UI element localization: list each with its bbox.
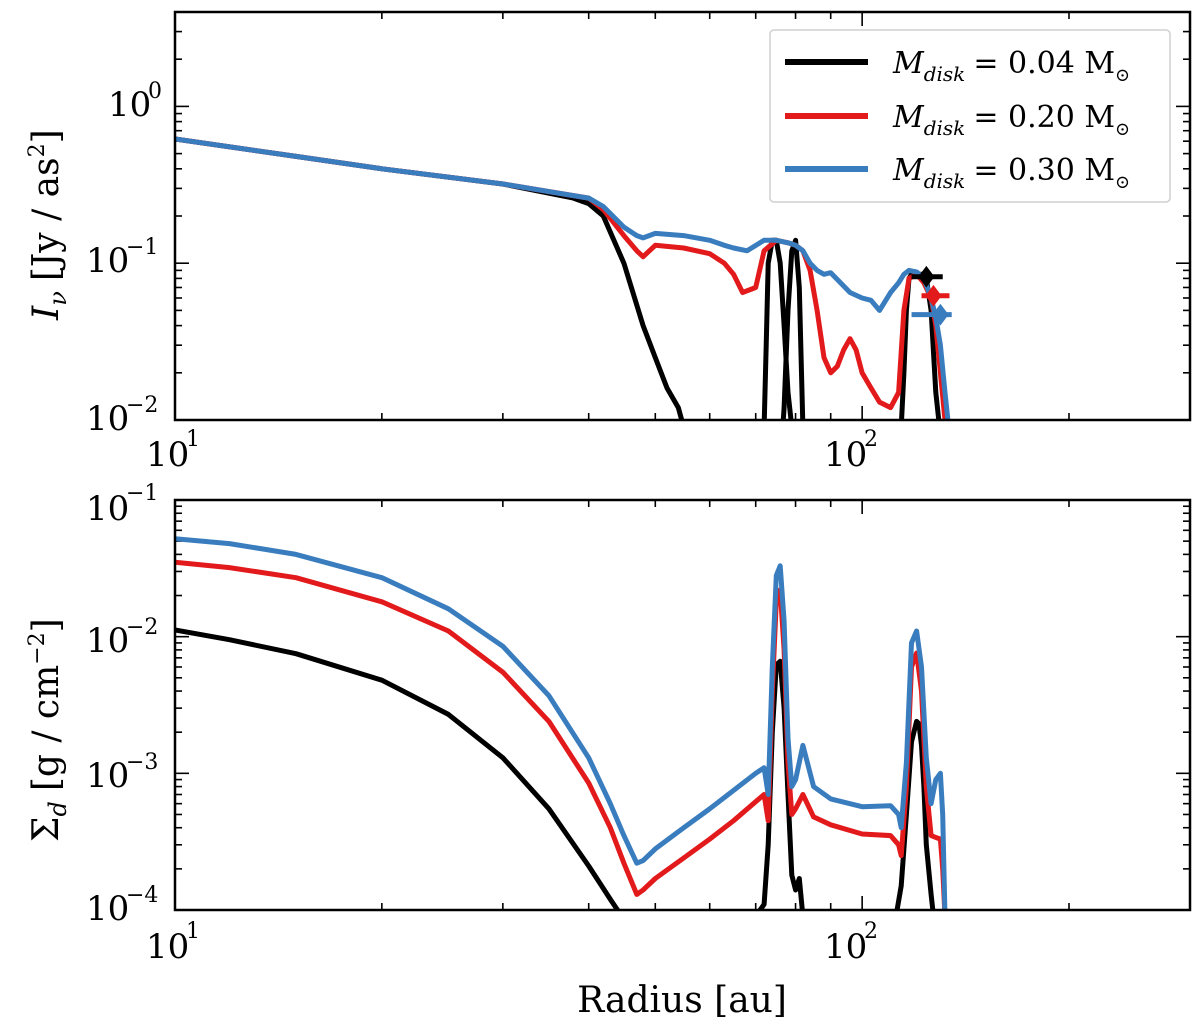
bottom-series-line-2 <box>175 536 948 910</box>
top-ytick-label-1: 10 −1 <box>86 235 158 281</box>
svg-text:−3: −3 <box>126 750 158 775</box>
bottom-axes-frame <box>173 498 1192 912</box>
bottom-ytick-label-2: 10 −3 <box>86 750 158 796</box>
top-marker-1 <box>925 284 942 307</box>
svg-text:10: 10 <box>824 435 867 475</box>
svg-text:10: 10 <box>824 927 867 967</box>
bottom-ytick-label-0: 10 −1 <box>86 481 158 529</box>
bottom-series-line-1 <box>175 559 948 910</box>
top-series-line-2 <box>175 136 951 420</box>
svg-text:1: 1 <box>186 919 200 944</box>
top-axes-frame <box>173 10 1192 422</box>
svg-text:10: 10 <box>86 621 129 661</box>
svg-text:10: 10 <box>146 435 189 475</box>
x-axis-label: Radius [au] <box>577 980 787 1021</box>
legend-entry-1: Mdisk = 0.20 M⊙ <box>785 100 1130 140</box>
svg-text:Mdisk= 0.20 M⊙: Mdisk = 0.20 M⊙ <box>892 100 1130 140</box>
top-xtick-label-1: 10 2 <box>824 427 878 475</box>
svg-text:−2: −2 <box>126 393 158 418</box>
svg-text:Iν[Jy / as2]: Iν[Jy / as2] <box>25 129 72 321</box>
top-ytick-label-2: 10 −2 <box>86 393 158 439</box>
bottom-ytick-label-3: 10 −4 <box>86 883 158 929</box>
svg-text:10: 10 <box>86 241 129 281</box>
bottom-series <box>175 536 948 910</box>
top-ytick-label-0: 10 0 <box>108 79 162 125</box>
svg-text:10: 10 <box>86 889 129 929</box>
svg-text:−1: −1 <box>126 481 158 506</box>
bottom-xtick-label-0: 10 1 <box>146 919 200 967</box>
top-series-0-segment-0 <box>761 237 794 420</box>
svg-text:10: 10 <box>146 927 189 967</box>
svg-text:Mdisk= 0.04 M⊙: Mdisk = 0.04 M⊙ <box>892 46 1130 86</box>
bottom-panel: 10 −1 10 −2 10 −3 10 −4 10 1 10 2 Radius… <box>25 481 1192 1021</box>
bottom-ylabel: Σd[g / cm−2] <box>25 618 72 842</box>
top-ylabel: Iν[Jy / as2] <box>25 129 72 321</box>
svg-text:10: 10 <box>86 399 129 439</box>
svg-text:2: 2 <box>864 427 878 452</box>
top-panel: 10 0 10 −1 10 −2 10 1 10 2 Iν[Jy / as2] <box>25 10 1192 475</box>
top-markers <box>911 265 952 326</box>
legend: Mdisk = 0.04 M⊙ Mdisk = 0.20 M⊙ Mdisk = 0.3… <box>769 29 1171 203</box>
bottom-ytick-label-1: 10 −2 <box>86 615 158 661</box>
top-series-line-0 <box>175 136 685 420</box>
top-series <box>175 136 951 420</box>
svg-text:10: 10 <box>86 489 129 529</box>
svg-text:2: 2 <box>864 919 878 944</box>
bottom-series-0-segment-0 <box>757 658 805 910</box>
legend-entry-2: Mdisk = 0.30 M⊙ <box>785 153 1130 193</box>
svg-text:0: 0 <box>148 79 162 104</box>
svg-text:−2: −2 <box>126 615 158 640</box>
svg-text:1: 1 <box>186 427 200 452</box>
svg-text:Mdisk= 0.30 M⊙: Mdisk = 0.30 M⊙ <box>892 153 1130 193</box>
top-series-0-segment-1 <box>780 237 806 420</box>
svg-text:10: 10 <box>108 85 151 125</box>
top-xtick-label-0: 10 1 <box>146 427 200 475</box>
legend-entry-0: Mdisk = 0.04 M⊙ <box>785 46 1130 86</box>
svg-text:−1: −1 <box>126 235 158 260</box>
legend-box <box>769 29 1171 203</box>
top-marker-0 <box>918 265 935 288</box>
svg-text:10: 10 <box>86 756 129 796</box>
svg-text:Σd[g / cm−2]: Σd[g / cm−2] <box>25 618 72 842</box>
svg-text:−4: −4 <box>126 883 158 908</box>
bottom-series-line-0 <box>175 627 621 910</box>
bottom-xtick-label-1: 10 2 <box>824 919 878 967</box>
top-marker-2 <box>932 303 949 326</box>
